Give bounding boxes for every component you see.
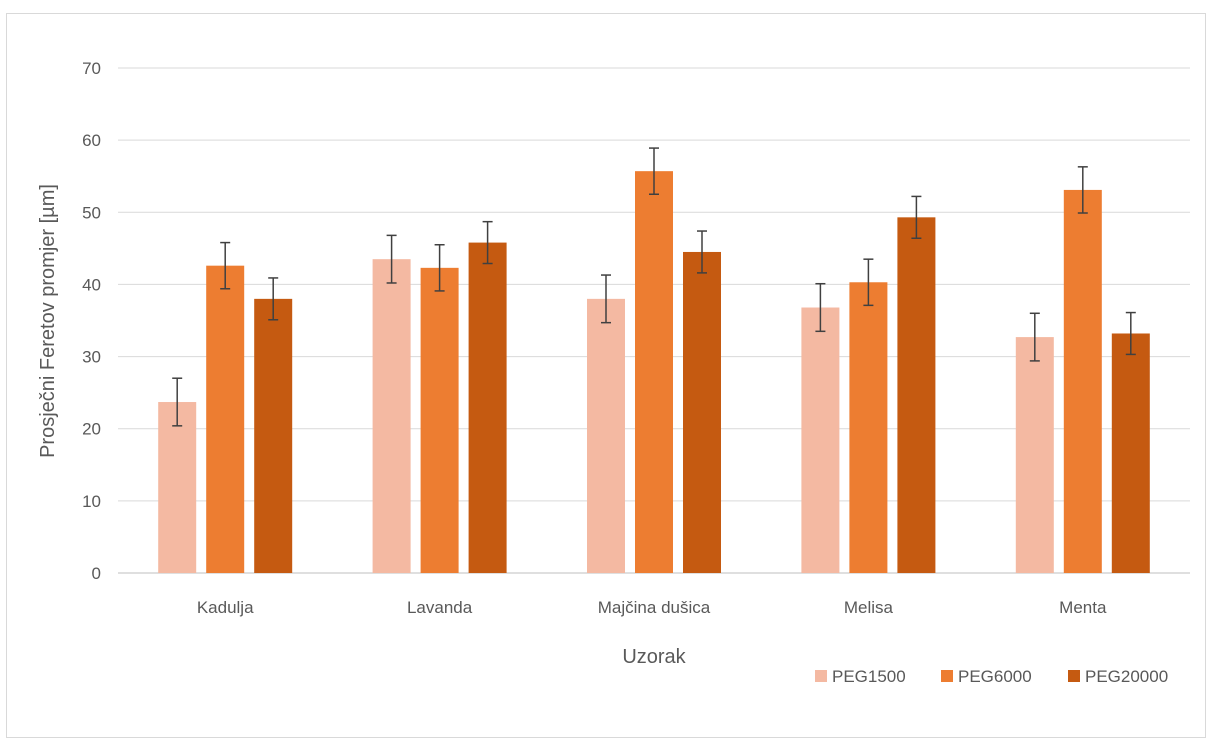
error-bar xyxy=(697,230,707,274)
bar-peg20000-1 xyxy=(468,242,507,574)
error-bar xyxy=(1077,166,1088,214)
error-bar xyxy=(815,282,826,333)
error-bars xyxy=(172,147,1136,427)
legend-label: PEG6000 xyxy=(958,667,1032,686)
legend-swatch xyxy=(1068,670,1080,682)
bars xyxy=(158,171,1150,574)
x-category-label: Lavanda xyxy=(407,598,473,617)
legend-swatch xyxy=(941,670,953,682)
y-tick-label: 10 xyxy=(82,492,101,511)
y-tick-label: 70 xyxy=(82,59,101,78)
y-tick-label: 60 xyxy=(82,131,101,150)
error-bar xyxy=(649,147,659,195)
error-bar xyxy=(601,274,611,324)
bar-peg6000-4 xyxy=(1063,189,1102,573)
x-category-label: Menta xyxy=(1059,598,1107,617)
error-bar xyxy=(434,244,445,292)
error-bar xyxy=(220,241,231,290)
bar-peg1500-2 xyxy=(587,298,625,573)
legend: PEG1500 PEG6000 PEG20000 xyxy=(815,667,1168,686)
bar-peg6000-2 xyxy=(635,171,673,573)
bar-peg6000-0 xyxy=(206,265,245,573)
bar-peg20000-0 xyxy=(254,298,293,573)
y-tick-labels: 0 10 20 30 40 50 60 70 xyxy=(82,59,101,583)
error-bar xyxy=(268,277,279,321)
bar-peg20000-3 xyxy=(897,217,936,574)
bar-peg20000-4 xyxy=(1111,333,1150,573)
x-axis-title: Uzorak xyxy=(622,646,686,668)
error-bar xyxy=(1125,311,1136,356)
x-category-label: Kadulja xyxy=(197,598,254,617)
error-bar xyxy=(386,234,397,284)
error-bar xyxy=(482,220,493,265)
x-category-label: Melisa xyxy=(844,598,894,617)
error-bar xyxy=(172,377,183,427)
x-category-labels: Kadulja Lavanda Majčina dušica Melisa Menta xyxy=(197,598,1107,617)
error-bar xyxy=(1029,312,1040,362)
y-tick-label: 30 xyxy=(82,348,101,367)
y-tick-label: 0 xyxy=(92,564,101,583)
y-tick-label: 20 xyxy=(82,420,101,439)
x-category-label: Majčina dušica xyxy=(598,598,711,617)
y-axis-title: Prosječni Feretov promjer [µm] xyxy=(37,184,59,458)
y-tick-label: 50 xyxy=(82,203,101,222)
error-bar xyxy=(863,258,874,307)
bar-peg6000-1 xyxy=(420,267,459,573)
error-bar xyxy=(911,195,922,240)
legend-label: PEG1500 xyxy=(832,667,906,686)
bar-peg6000-3 xyxy=(849,282,888,573)
legend-label: PEG20000 xyxy=(1085,667,1168,686)
bar-peg1500-0 xyxy=(158,402,197,573)
bar-peg20000-2 xyxy=(683,251,721,573)
bar-peg1500-1 xyxy=(372,259,411,573)
legend-swatch xyxy=(815,670,827,682)
bar-peg1500-3 xyxy=(801,307,840,573)
y-tick-label: 40 xyxy=(82,275,101,294)
bar-peg1500-4 xyxy=(1015,337,1054,573)
